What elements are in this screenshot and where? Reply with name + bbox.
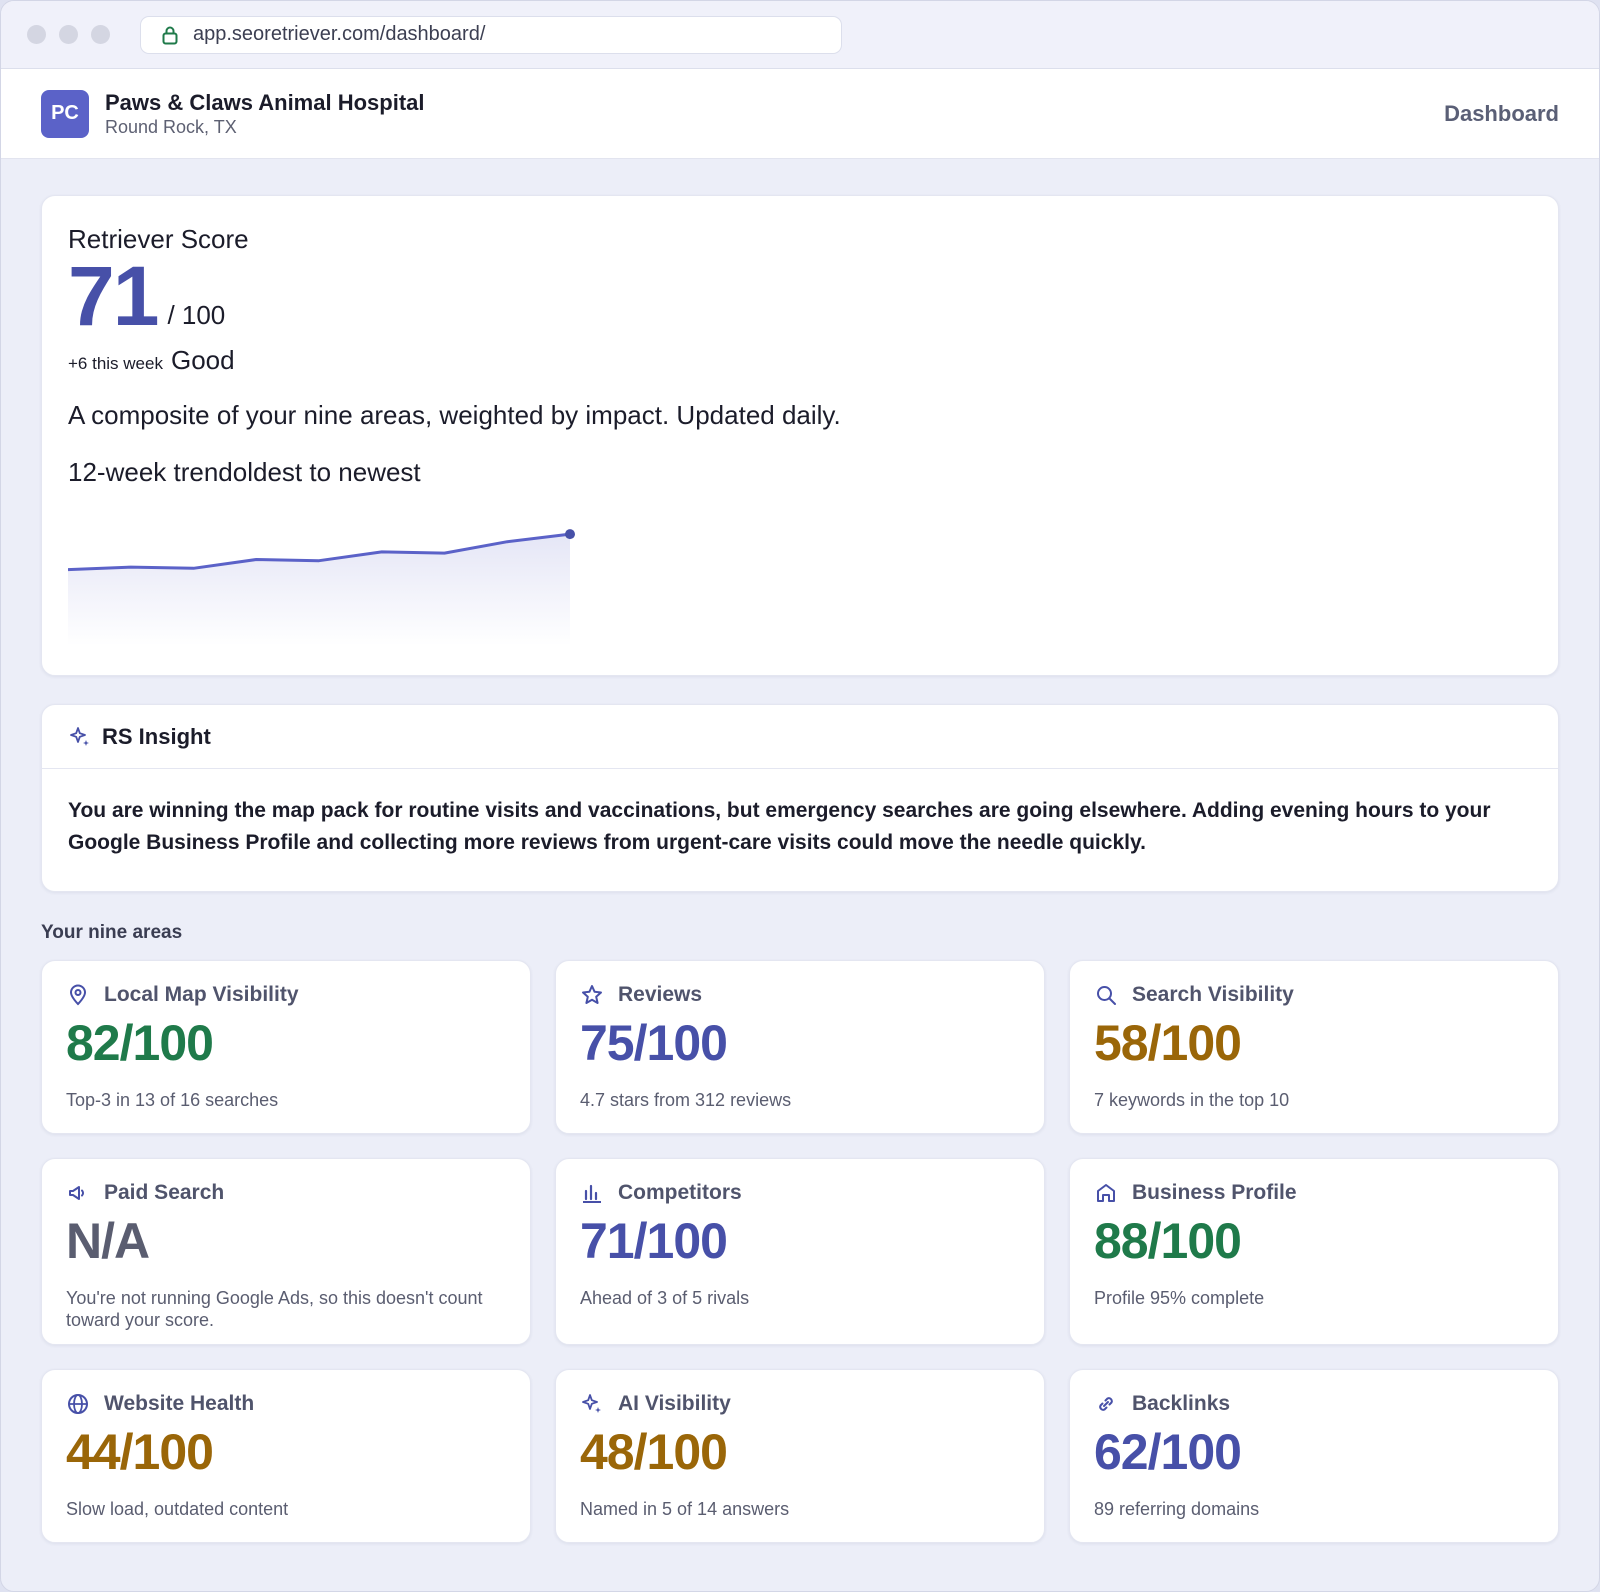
area-header: Search Visibility [1094,983,1534,1007]
area-header: Paid Search [66,1181,506,1205]
score-description: A composite of your nine areas, weighted… [68,400,841,430]
window-controls [27,25,110,44]
score-max: / 100 [167,300,226,330]
minimize-window-dot[interactable] [59,25,78,44]
area-card-reviews[interactable]: Reviews 75/100 4.7 stars from 312 review… [555,960,1045,1134]
area-score: 44/100 [66,1424,214,1480]
area-name: Competitors [618,1181,742,1204]
business-name: Paws & Claws Animal Hospital [105,89,425,115]
area-card-business-profile[interactable]: Business Profile 88/100 Profile 95% comp… [1069,1158,1559,1345]
area-card-backlinks[interactable]: Backlinks 62/100 89 referring domains [1069,1369,1559,1543]
trend-latest-point [565,529,575,540]
area-name: Business Profile [1132,1181,1297,1204]
close-window-dot[interactable] [27,25,46,44]
insight-header: RS Insight [42,705,1558,769]
sparkle-icon [580,1392,604,1416]
areas-grid: Local Map Visibility 82/100 Top-3 in 13 … [41,960,1559,1567]
area-score: N/A [66,1213,150,1269]
area-card-local-map-visibility[interactable]: Local Map Visibility 82/100 Top-3 in 13 … [41,960,531,1134]
maximize-window-dot[interactable] [91,25,110,44]
area-card-ai-visibility[interactable]: AI Visibility 48/100 Named in 5 of 14 an… [555,1369,1045,1543]
score-rating: Good [170,345,235,375]
globe-icon [66,1392,90,1416]
area-score: 48/100 [580,1424,728,1480]
area-card-website-health[interactable]: Website Health 44/100 Slow load, outdate… [41,1369,531,1543]
area-note: 7 keywords in the top 10 [1094,1090,1290,1110]
area-name: Backlinks [1132,1392,1231,1415]
score-delta-row: +6 this week Good [68,345,1532,376]
lock-icon [161,25,179,45]
area-header: Competitors [580,1181,1020,1205]
insight-title: RS Insight [102,723,211,749]
area-note: 4.7 stars from 312 reviews [580,1090,792,1110]
area-note: Ahead of 3 of 5 rivals [580,1288,750,1308]
map-pin-icon [66,983,90,1007]
area-score: 58/100 [1094,1015,1242,1071]
area-note: Named in 5 of 14 answers [580,1499,790,1519]
area-header: Local Map Visibility [66,983,506,1007]
megaphone-icon [66,1181,90,1205]
area-header: AI Visibility [580,1392,1020,1416]
score-row: 71 / 100 [68,249,1532,343]
score-title: Retriever Score [68,224,249,254]
retriever-score-card: Retriever Score 71 / 100 +6 this week Go… [41,195,1559,676]
score-value: 71 [68,249,159,343]
area-header: Business Profile [1094,1181,1534,1205]
area-note: Profile 95% complete [1094,1288,1265,1308]
main-content: Retriever Score 71 / 100 +6 this week Go… [1,159,1599,1567]
sparkle-icon [68,725,92,749]
area-note: You're not running Google Ads, so this d… [66,1288,483,1330]
link-icon [1094,1392,1118,1416]
bar-chart-icon [580,1181,604,1205]
trend-area [68,534,570,646]
app-header: PC Paws & Claws Animal Hospital Round Ro… [1,69,1599,159]
areas-title: Your nine areas [41,922,183,943]
url-text: app.seoretriever.com/dashboard/ [193,23,486,45]
area-score: 88/100 [1094,1213,1242,1269]
insight-card: RS Insight You are winning the map pack … [41,704,1559,892]
area-header: Backlinks [1094,1392,1534,1416]
area-card-paid-search[interactable]: Paid Search N/A You're not running Googl… [41,1158,531,1345]
area-note: Top-3 in 13 of 16 searches [66,1090,279,1110]
score-delta: +6 this week [68,354,163,373]
area-header: Reviews [580,983,1020,1007]
browser-chrome: app.seoretriever.com/dashboard/ [1,1,1599,69]
star-icon [580,983,604,1007]
area-card-search-visibility[interactable]: Search Visibility 58/100 7 keywords in t… [1069,960,1559,1134]
area-header: Website Health [66,1392,506,1416]
storefront-icon [1094,1181,1118,1205]
area-name: Reviews [618,983,703,1006]
area-name: Search Visibility [1132,983,1294,1006]
area-note: 89 referring domains [1094,1499,1260,1519]
area-score: 62/100 [1094,1424,1242,1480]
business-info: Paws & Claws Animal Hospital Round Rock,… [105,90,425,138]
area-name: Paid Search [104,1181,225,1204]
trend-chart [68,529,575,646]
dashboard-nav-link[interactable]: Dashboard [1444,100,1559,126]
business-avatar: PC [41,89,89,138]
insight-body: You are winning the map pack for routine… [68,799,1491,854]
area-card-competitors[interactable]: Competitors 71/100 Ahead of 3 of 5 rival… [555,1158,1045,1345]
search-icon [1094,983,1118,1007]
area-name: Local Map Visibility [104,983,299,1006]
area-score: 75/100 [580,1015,728,1071]
area-name: AI Visibility [618,1392,731,1415]
business-location: Round Rock, TX [105,116,237,137]
area-score: 82/100 [66,1015,214,1071]
area-score: 71/100 [580,1213,728,1269]
address-bar[interactable]: app.seoretriever.com/dashboard/ [140,15,842,54]
area-note: Slow load, outdated content [66,1499,289,1519]
trend-line [68,532,571,572]
area-name: Website Health [104,1392,255,1415]
trend-label: 12-week trendoldest to newest [68,457,421,487]
